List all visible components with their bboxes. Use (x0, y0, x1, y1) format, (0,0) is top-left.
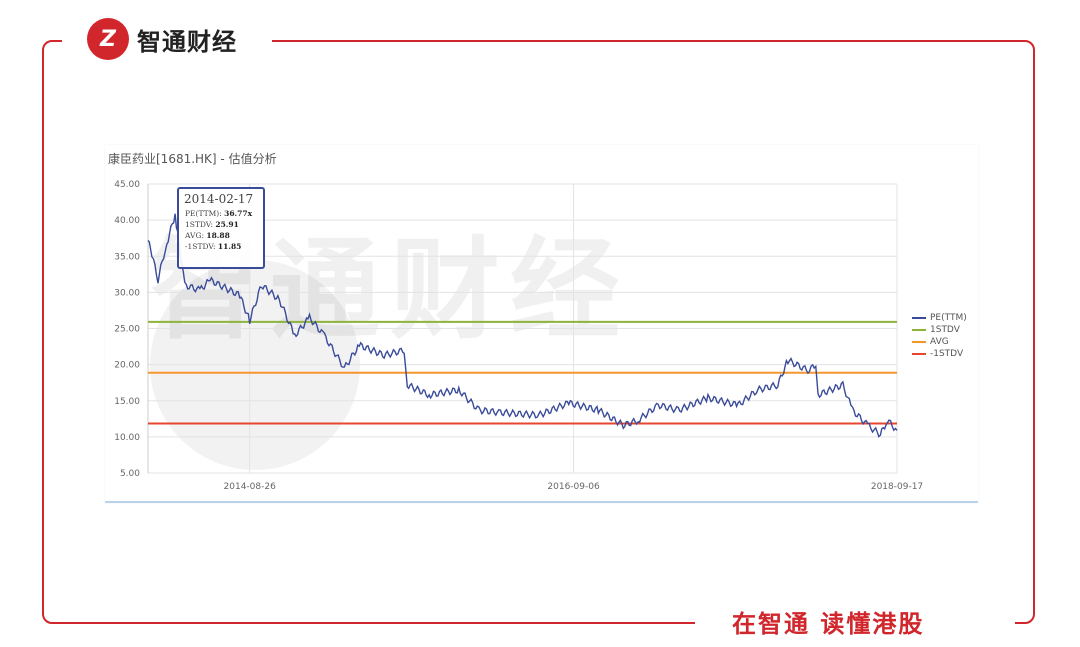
pe-ttm-line (147, 213, 898, 438)
outer-frame (42, 40, 1035, 624)
legend-item-neg-1stdv[interactable]: -1STDV (912, 348, 967, 360)
chart-legend: PE(TTM) 1STDV AVG -1STDV (912, 312, 967, 360)
y-tick-label: 45.00 (114, 180, 140, 190)
y-tick-label: 40.00 (114, 216, 140, 226)
brand-logo: Z 智通财经 (87, 18, 237, 60)
logo-mark-icon: Z (87, 18, 129, 60)
legend-item-1stdv[interactable]: 1STDV (912, 324, 967, 336)
chart-title: 康臣药业[1681.HK] - 估值分析 (108, 152, 277, 166)
logo-text: 智通财经 (137, 27, 237, 56)
legend-item-pe[interactable]: PE(TTM) (912, 312, 967, 324)
y-tick-label: 15.00 (114, 397, 140, 407)
x-tick-label: 2018-09-17 (871, 482, 923, 492)
chart-tooltip: 2014-02-17 PE(TTM): 36.77x 1STDV: 25.91 … (177, 187, 265, 269)
legend-item-avg[interactable]: AVG (912, 336, 967, 348)
tooltip-row: 1STDV: 25.91 (185, 220, 239, 229)
tooltip-row: AVG: 18.88 (185, 231, 230, 240)
y-tick-label: 25.00 (114, 325, 140, 335)
y-tick-label: 5.00 (120, 469, 140, 479)
y-tick-label: 35.00 (114, 252, 140, 262)
tooltip-date: 2014-02-17 (184, 192, 254, 206)
x-tick-label: 2016-09-06 (547, 482, 600, 492)
y-tick-label: 10.00 (114, 433, 140, 443)
y-tick-label: 20.00 (114, 361, 140, 371)
y-tick-label: 30.00 (114, 288, 140, 298)
slogan: 在智通 读懂港股 (732, 610, 925, 638)
tooltip-row: -1STDV: 11.85 (185, 242, 242, 251)
x-tick-label: 2014-08-26 (224, 482, 277, 492)
tooltip-row: PE(TTM): 36.77x (185, 209, 253, 218)
